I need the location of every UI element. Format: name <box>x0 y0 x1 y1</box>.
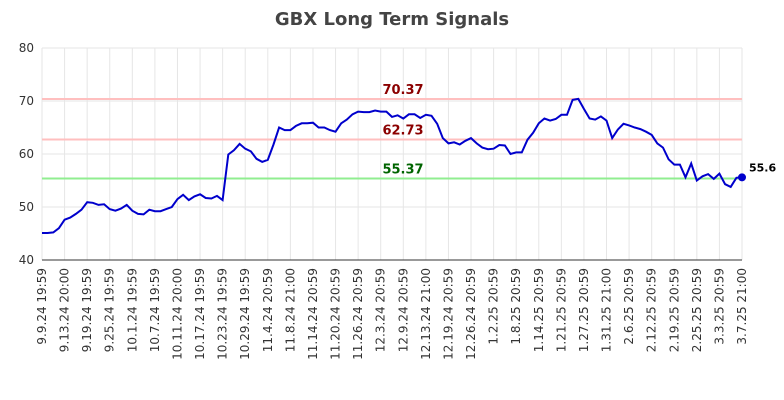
x-tick-label: 10.1.24 19:59 <box>125 268 139 352</box>
x-tick-label: 9.19.24 19:59 <box>80 268 94 352</box>
x-tick-label: 1.14.25 20:59 <box>532 268 546 352</box>
x-tick-label: 2.6.25 20:59 <box>622 268 636 345</box>
x-tick-label: 10.17.24 19:59 <box>193 268 207 360</box>
x-tick-label: 10.7.24 19:59 <box>148 268 162 352</box>
x-tick-label: 11.14.24 20:59 <box>306 268 320 360</box>
x-tick-label: 11.8.24 21:00 <box>283 268 297 352</box>
x-tick-label: 10.11.24 20:00 <box>170 268 184 360</box>
x-tick-label: 11.4.24 20:59 <box>261 268 275 352</box>
x-tick-label: 3.7.25 21:00 <box>735 268 749 345</box>
y-tick-label: 40 <box>19 253 34 267</box>
x-tick-label: 3.3.25 20:59 <box>712 268 726 345</box>
chart-title: GBX Long Term Signals <box>275 9 509 30</box>
reference-label: 70.37 <box>382 83 423 98</box>
x-tick-label: 12.13.24 21:00 <box>419 268 433 360</box>
x-tick-label: 1.31.25 21:00 <box>600 268 614 352</box>
series-line <box>42 97 743 234</box>
x-tick-label: 12.26.24 20:59 <box>464 268 478 360</box>
last-value-label: 55.6 <box>749 161 776 174</box>
x-tick-label: 9.9.24 19:59 <box>35 268 49 345</box>
x-tick-label: 2.12.25 20:59 <box>645 268 659 352</box>
y-tick-label: 60 <box>19 147 34 161</box>
reference-label: 55.37 <box>382 163 423 178</box>
x-tick-label: 10.29.24 19:59 <box>238 268 252 360</box>
x-tick-label: 9.25.24 19:59 <box>103 268 117 352</box>
x-tick-label: 9.13.24 20:00 <box>58 268 72 352</box>
x-tick-label: 1.2.25 20:59 <box>487 268 501 345</box>
x-tick-label: 12.3.24 20:59 <box>374 268 388 352</box>
x-tick-label: 2.25.25 20:59 <box>690 268 704 352</box>
x-tick-label: 11.26.24 20:59 <box>351 268 365 360</box>
last-point <box>738 173 746 182</box>
y-tick-label: 80 <box>19 41 34 55</box>
x-tick-label: 1.8.25 20:59 <box>509 268 523 345</box>
x-tick-label: 12.9.24 20:59 <box>396 268 410 352</box>
x-tick-label: 2.19.25 20:59 <box>667 268 681 352</box>
x-tick-label: 1.21.25 20:59 <box>554 268 568 352</box>
x-tick-label: 1.27.25 20:59 <box>577 268 591 352</box>
y-tick-label: 70 <box>19 94 34 108</box>
x-tick-label: 12.19.24 20:59 <box>441 268 455 360</box>
x-tick-label: 10.23.24 19:59 <box>216 268 230 360</box>
x-tick-label: 11.20.24 20:59 <box>329 268 343 360</box>
y-tick-label: 50 <box>19 200 34 214</box>
reference-label: 62.73 <box>382 124 423 139</box>
